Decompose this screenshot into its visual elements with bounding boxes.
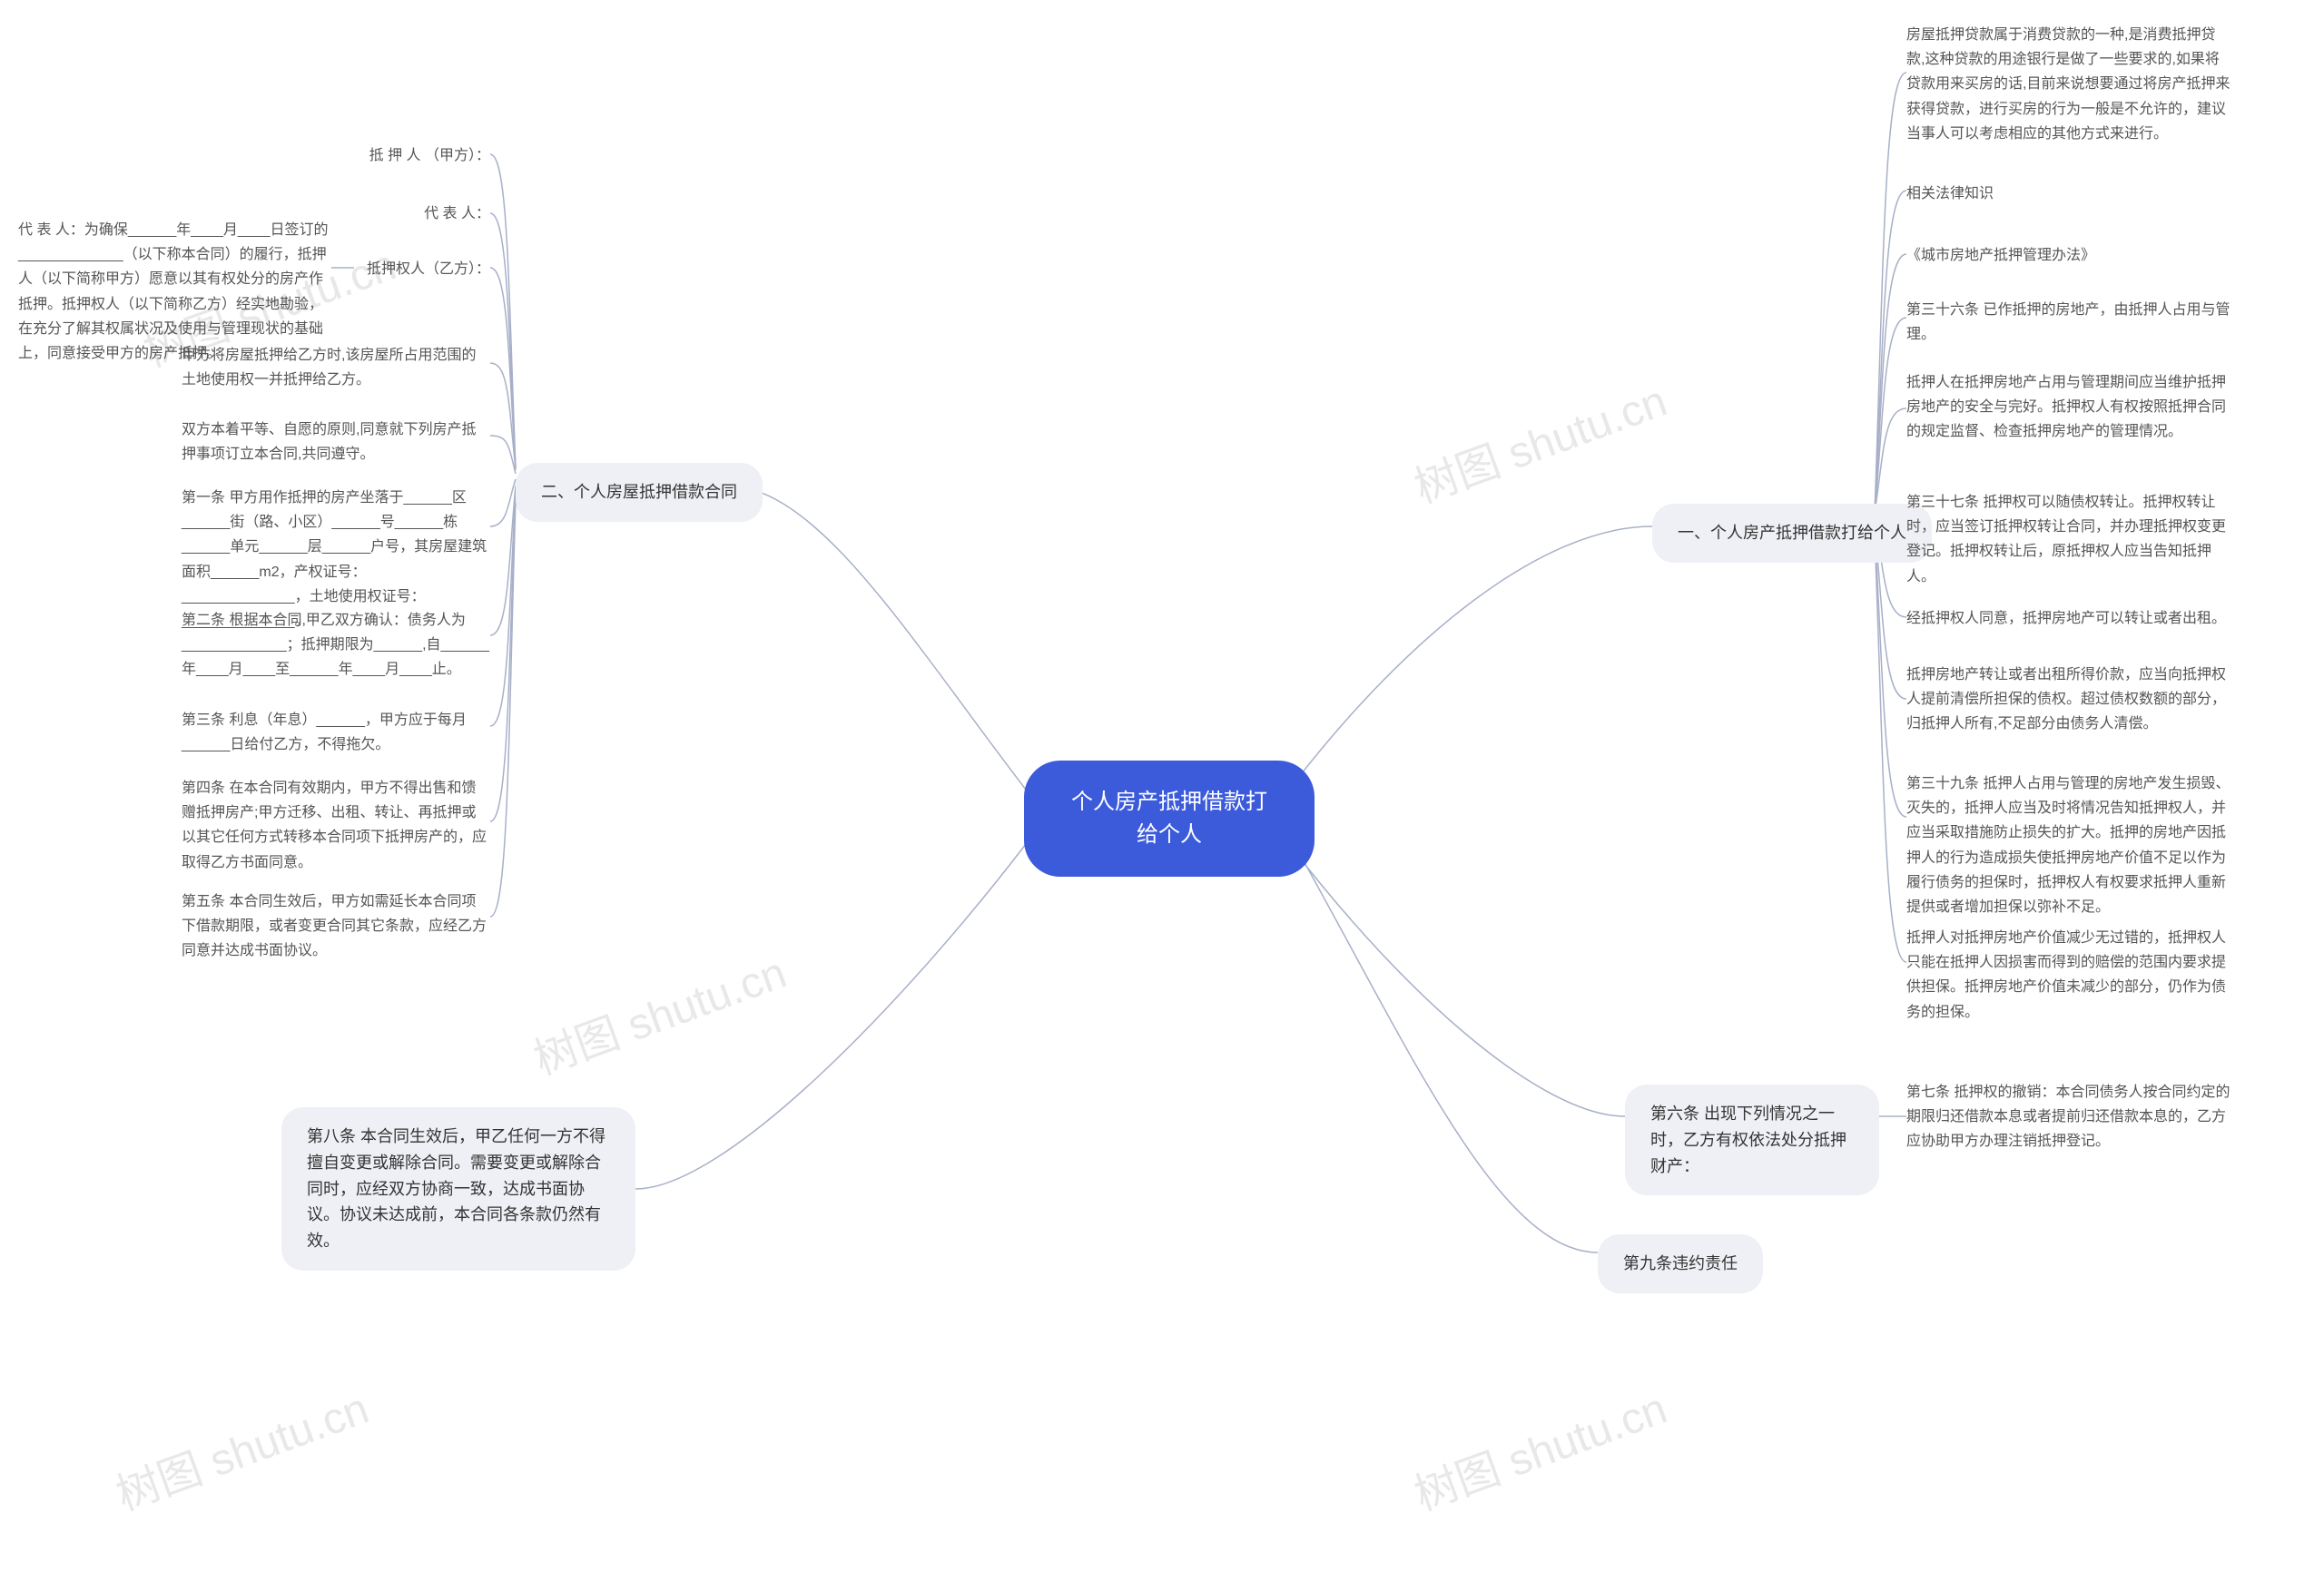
branch1-title: 一、个人房产抵押借款打给个人 — [1678, 524, 1906, 542]
branch1-leaf: 相关法律知识 — [1906, 182, 1994, 206]
branch2-sub: 代 表 人： — [399, 201, 490, 226]
watermark: 树图 shutu.cn — [524, 937, 793, 1086]
branch1-leaf: 抵押房地产转让或者出租所得价款，应当向抵押权人提前清偿所担保的债权。超过债权数额… — [1906, 663, 2233, 737]
branch3-title: 第六条 出现下列情况之一时，乙方有权依法处分抵押财产： — [1650, 1105, 1846, 1175]
branch5-node: 第九条违约责任 — [1598, 1234, 1763, 1293]
branch2-leaf: 双方本着平等、自愿的原则,同意就下列房产抵押事项订立本合同,共同遵守。 — [182, 417, 490, 466]
branch2-sub: 抵押权人（乙方）： — [354, 257, 490, 281]
watermark: 树图 shutu.cn — [1404, 1372, 1674, 1522]
branch1-leaf: 房屋抵押贷款属于消费贷款的一种,是消费抵押贷款,这种贷款的用途银行是做了一些要求… — [1906, 23, 2233, 146]
branch1-leaf: 经抵押权人同意，抵押房地产可以转让或者出租。 — [1906, 606, 2226, 631]
branch2-title: 二、个人房屋抵押借款合同 — [541, 483, 737, 501]
branch2-leaf: 第二条 根据本合同,甲乙双方确认：债务人为_____________；抵押期限为… — [182, 608, 490, 683]
branch3-node: 第六条 出现下列情况之一时，乙方有权依法处分抵押财产： — [1625, 1085, 1879, 1195]
branch2-leaf: 第五条 本合同生效后，甲方如需延长本合同项下借款期限，或者变更合同其它条款，应经… — [182, 889, 490, 964]
branch2-node: 二、个人房屋抵押借款合同 — [516, 463, 763, 522]
branch5-title: 第九条违约责任 — [1623, 1254, 1738, 1272]
branch3-leaf: 第七条 抵押权的撤销：本合同债务人按合同约定的期限归还借款本息或者提前归还借款本… — [1906, 1080, 2233, 1154]
branch2-leaf: 第四条 在本合同有效期内，甲方不得出售和馈赠抵押房产;甲方迁移、出租、转让、再抵… — [182, 776, 490, 875]
branch1-leaf: 抵押人在抵押房地产占用与管理期间应当维护抵押房地产的安全与完好。抵押权人有权按照… — [1906, 370, 2233, 445]
branch2-leaf: 第三条 利息（年息）______，甲方应于每月______日给付乙方，不得拖欠。 — [182, 708, 490, 757]
branch4-node: 第八条 本合同生效后，甲乙任何一方不得擅自变更或解除合同。需要变更或解除合同时，… — [281, 1107, 635, 1271]
branch1-node: 一、个人房产抵押借款打给个人 — [1652, 504, 1932, 563]
branch2-leaf: 甲方将房屋抵押给乙方时,该房屋所占用范围的土地使用权一并抵押给乙方。 — [182, 343, 490, 392]
watermark: 树图 shutu.cn — [1404, 365, 1674, 515]
watermark: 树图 shutu.cn — [106, 1372, 376, 1522]
branch1-leaf: 第三十六条 已作抵押的房地产，由抵押人占用与管理。 — [1906, 298, 2233, 347]
branch2-sub: 抵 押 人 （甲方）： — [354, 143, 490, 168]
branch1-leaf: 第三十九条 抵押人占用与管理的房地产发生损毁、灭失的，抵押人应当及时将情况告知抵… — [1906, 771, 2233, 919]
center-node: 个人房产抵押借款打给个人 — [1024, 761, 1315, 877]
branch1-leaf: 第三十七条 抵押权可以随债权转让。抵押权转让时，应当签订抵押权转让合同，并办理抵… — [1906, 490, 2233, 589]
branch1-leaf: 抵押人对抵押房地产价值减少无过错的，抵押权人只能在抵押人因损害而得到的赔偿的范围… — [1906, 926, 2233, 1025]
center-text: 个人房产抵押借款打给个人 — [1071, 790, 1267, 847]
branch4-title: 第八条 本合同生效后，甲乙任何一方不得擅自变更或解除合同。需要变更或解除合同时，… — [307, 1127, 606, 1250]
branch1-leaf: 《城市房地产抵押管理办法》 — [1906, 243, 2095, 268]
